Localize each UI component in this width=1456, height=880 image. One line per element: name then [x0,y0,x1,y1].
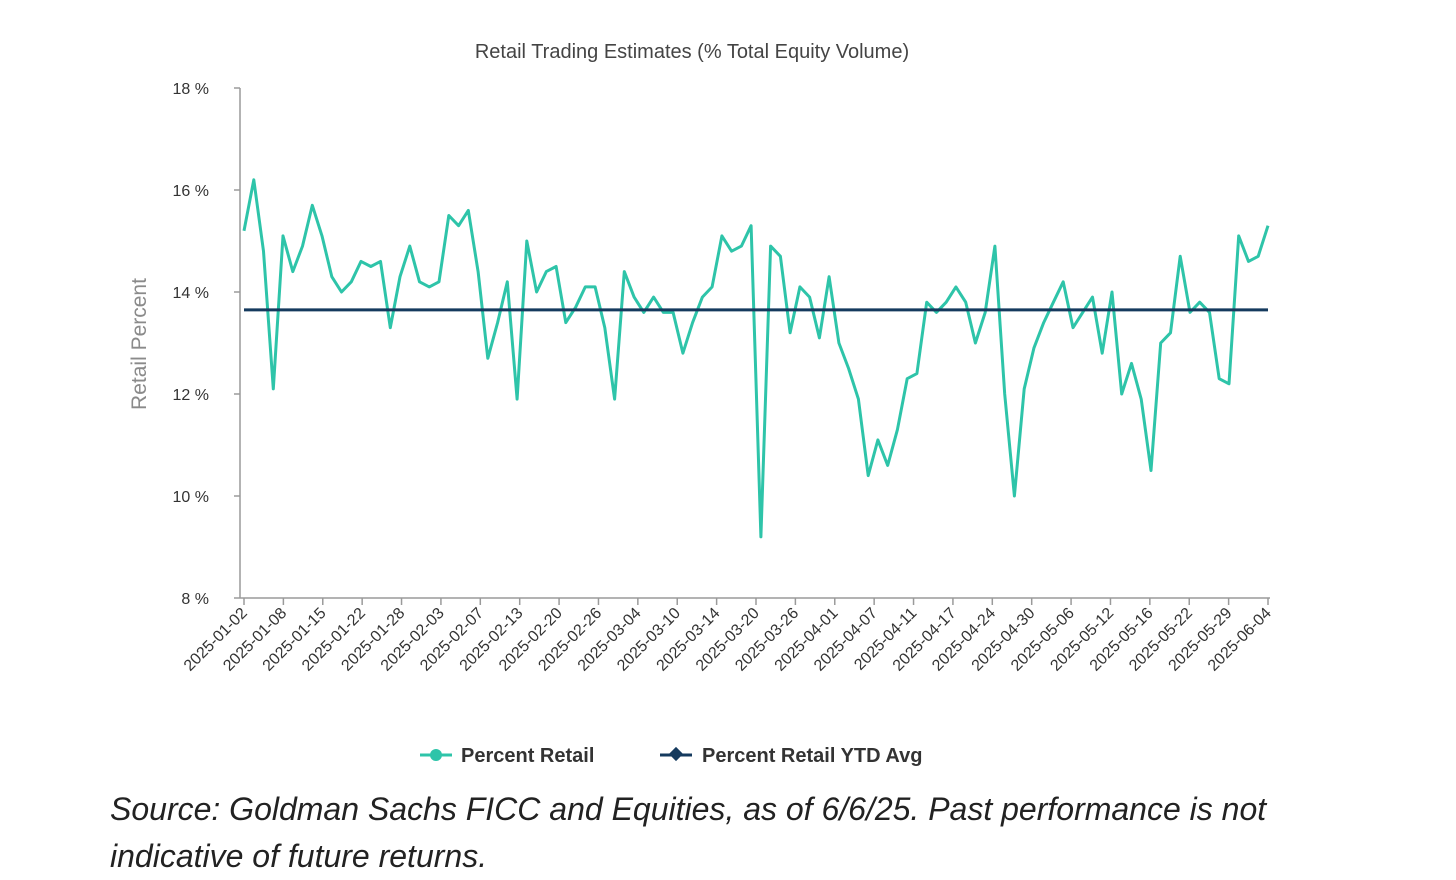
x-axis-ticks: 2025-01-022025-01-082025-01-152025-01-22… [181,598,1275,675]
y-tick-label: 16 % [173,183,209,200]
legend-item-percent-retail: Percent Retail [420,745,594,767]
legend-marker-percent-retail [430,749,442,761]
legend-label-percent-retail: Percent Retail [461,745,594,767]
series-line-percent-retail [242,178,1270,539]
legend-item-ytd-avg: Percent Retail YTD Avg [660,745,922,767]
y-tick-label: 12 % [173,387,209,404]
legend-label-ytd-avg: Percent Retail YTD Avg [702,745,922,767]
series-layer [242,178,1270,539]
legend: Percent Retail Percent Retail YTD Avg [420,745,922,767]
source-note: Source: Goldman Sachs FICC and Equities,… [110,791,1267,874]
y-axis-ticks: 8 % 10 % 12 % 14 % 16 % 18 % [173,81,240,608]
y-axis-label: Retail Percent [128,278,151,410]
chart-title: Retail Trading Estimates (% Total Equity… [475,41,909,63]
y-tick-label: 10 % [173,489,209,506]
y-tick-label: 8 % [181,591,209,608]
legend-marker-ytd-avg [668,746,684,762]
y-tick-label: 14 % [173,285,209,302]
y-tick-label: 18 % [173,81,209,98]
line-chart: Retail Trading Estimates (% Total Equity… [128,41,1275,767]
